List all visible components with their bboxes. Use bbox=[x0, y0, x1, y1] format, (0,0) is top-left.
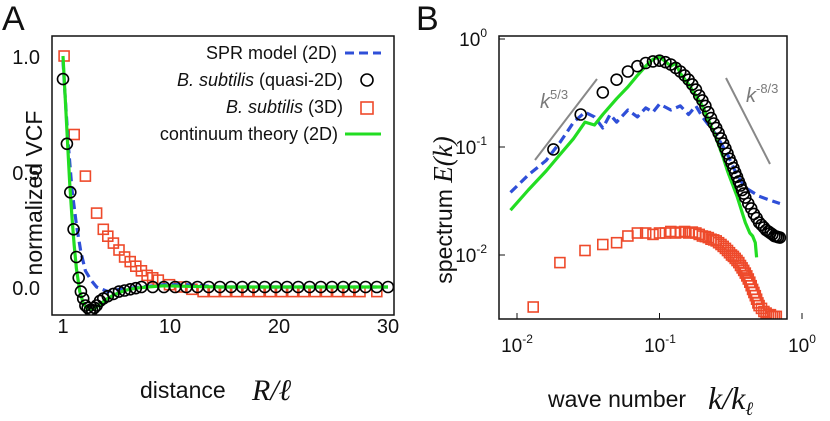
panel-a-yticks: 1.0 0.5 0.0 bbox=[12, 47, 40, 300]
panel-a-ylabel-group: normalized VCF bbox=[21, 111, 47, 276]
data-point-b-subtilis-quasi-2d bbox=[70, 250, 83, 264]
data-point-b-subtilis-3d bbox=[647, 228, 659, 241]
panel-a-plot-area bbox=[56, 50, 394, 315]
data-point-b-subtilis-quasi-2d bbox=[101, 289, 115, 303]
data-point-b-subtilis-3d bbox=[79, 170, 92, 182]
data-point-b-subtilis-quasi-2d bbox=[107, 287, 120, 301]
data-point-b-subtilis-3d bbox=[653, 227, 666, 239]
data-point-b-subtilis-3d bbox=[622, 230, 634, 242]
series-line-continuum-theory-2d bbox=[61, 55, 388, 312]
panel-b-ylabel-group: spectrum E(k) bbox=[428, 136, 458, 283]
panel-a-ytick-label: 0.5 bbox=[12, 163, 40, 185]
legend-label-continuum: continuum theory (2D) bbox=[160, 124, 338, 144]
panel-a-xlabel-math: R/ℓ bbox=[251, 374, 292, 407]
legend-swatch-square bbox=[360, 101, 374, 115]
panel-a-legend: SPR model (2D) B. subtilis (quasi-2D) B.… bbox=[160, 43, 381, 144]
data-point-b-subtilis-quasi-2d bbox=[547, 143, 560, 156]
panel-a-xticks: 1 10 20 30 bbox=[57, 316, 399, 338]
legend-label-quasi2d: B. subtilis (quasi-2D) bbox=[177, 70, 343, 90]
data-point-b-subtilis-quasi-2d bbox=[738, 191, 752, 204]
data-point-b-subtilis-3d bbox=[68, 128, 80, 141]
panel-b-frame bbox=[498, 35, 788, 320]
panel-a-xtick-label: 30 bbox=[377, 316, 399, 338]
panel-a-ylabel: normalized VCF bbox=[21, 111, 47, 276]
data-point-b-subtilis-3d bbox=[579, 244, 591, 257]
panel-b-xlabel-text: wave number bbox=[547, 386, 686, 412]
data-point-b-subtilis-3d bbox=[678, 225, 691, 238]
panel-b-yticks: 100 10-1 10-2 bbox=[455, 26, 487, 267]
data-point-b-subtilis-3d bbox=[764, 308, 777, 319]
data-point-b-subtilis-quasi-2d bbox=[678, 69, 691, 82]
panel-b-ylabel: spectrum E(k) bbox=[428, 136, 458, 283]
panel-b-xlabel-math: k/kℓ bbox=[708, 380, 753, 420]
series-line-spr-model-2d bbox=[61, 60, 388, 294]
slope-line-5-3 bbox=[534, 78, 598, 161]
slope-line-minus-8-3 bbox=[725, 77, 771, 165]
data-point-b-subtilis-quasi-2d bbox=[621, 65, 635, 78]
data-point-b-subtilis-quasi-2d bbox=[85, 303, 99, 315]
panel-a-label: A bbox=[2, 0, 25, 38]
panel-a-xtick-label: 20 bbox=[268, 316, 290, 338]
legend-label-spr: SPR model (2D) bbox=[206, 43, 337, 63]
data-point-b-subtilis-quasi-2d bbox=[646, 55, 660, 68]
panel-b-xtick-label: 10-1 bbox=[644, 332, 676, 357]
data-point-b-subtilis-quasi-2d bbox=[631, 59, 644, 73]
data-point-b-subtilis-quasi-2d bbox=[596, 86, 610, 99]
data-point-b-subtilis-3d bbox=[770, 310, 783, 319]
data-point-b-subtilis-quasi-2d bbox=[712, 126, 725, 140]
data-point-b-subtilis-3d bbox=[90, 207, 103, 219]
panel-b-label: B bbox=[416, 0, 439, 38]
data-point-b-subtilis-quasi-2d bbox=[64, 186, 77, 199]
panel-b-ytick-label: 100 bbox=[459, 26, 487, 51]
data-point-b-subtilis-quasi-2d bbox=[574, 108, 588, 121]
data-point-b-subtilis-quasi-2d bbox=[639, 56, 653, 70]
data-point-b-subtilis-3d bbox=[596, 238, 609, 251]
slope-label-5-3: k5/3 bbox=[540, 87, 568, 113]
panel-a: A normalized VCF 1.0 0.5 0.0 1 10 20 30 … bbox=[2, 0, 399, 407]
panel-b-xlabel: wave number k/kℓ bbox=[547, 380, 753, 420]
data-point-b-subtilis-quasi-2d bbox=[67, 223, 80, 236]
panel-a-frame bbox=[51, 35, 395, 316]
data-point-b-subtilis-3d bbox=[639, 227, 652, 239]
panel-a-ytick-label: 0.0 bbox=[12, 278, 40, 300]
panel-a-ytick-label: 1.0 bbox=[12, 47, 40, 69]
data-point-b-subtilis-3d bbox=[693, 228, 706, 241]
data-point-b-subtilis-quasi-2d bbox=[773, 231, 787, 244]
data-point-b-subtilis-quasi-2d bbox=[701, 105, 715, 119]
data-point-b-subtilis-quasi-2d bbox=[72, 271, 85, 285]
data-point-b-subtilis-quasi-2d bbox=[699, 99, 712, 113]
data-point-b-subtilis-quasi-2d bbox=[129, 281, 143, 295]
data-point-b-subtilis-quasi-2d bbox=[653, 54, 666, 68]
data-point-b-subtilis-3d bbox=[527, 301, 540, 313]
data-point-b-subtilis-3d bbox=[554, 256, 566, 269]
legend-swatch-circle bbox=[360, 73, 374, 87]
data-point-b-subtilis-quasi-2d bbox=[60, 137, 74, 151]
data-point-b-subtilis-3d bbox=[631, 227, 644, 239]
panel-a-xlabel-text: distance bbox=[140, 377, 226, 403]
panel-b-ytick-label: 10-2 bbox=[455, 242, 487, 267]
slope-label-minus-8-3: k-8/3 bbox=[746, 81, 778, 107]
data-point-b-subtilis-quasi-2d bbox=[56, 72, 70, 86]
data-point-b-subtilis-quasi-2d bbox=[673, 65, 687, 78]
panel-b: B spectrum E(k) 100 10-1 10-2 10-2 10-1 … bbox=[416, 0, 816, 420]
data-point-b-subtilis-3d bbox=[610, 236, 623, 249]
panel-b-plot-area bbox=[509, 54, 787, 319]
panel-b-xticks: 10-2 10-1 100 bbox=[501, 332, 816, 357]
panel-b-xtick-label: 10-2 bbox=[501, 332, 533, 357]
panel-a-xlabel: distance R/ℓ bbox=[140, 374, 292, 407]
data-point-b-subtilis-quasi-2d bbox=[74, 285, 88, 298]
legend-label-3d: B. subtilis (3D) bbox=[226, 97, 343, 117]
panel-b-xtick-label: 100 bbox=[788, 332, 816, 357]
panel-a-xtick-label: 1 bbox=[57, 316, 68, 338]
data-point-b-subtilis-quasi-2d bbox=[610, 73, 623, 86]
panel-a-xtick-label: 10 bbox=[159, 316, 181, 338]
panel-b-ytick-label: 10-1 bbox=[455, 134, 487, 159]
